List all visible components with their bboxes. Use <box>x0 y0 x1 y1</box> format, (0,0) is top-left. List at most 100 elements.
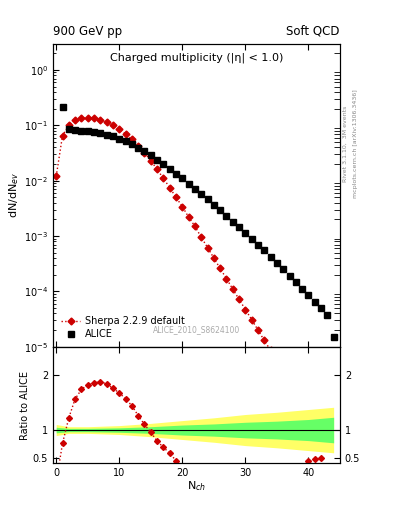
ALICE <box>73 127 77 133</box>
ALICE <box>243 229 248 236</box>
Y-axis label: dN/dN$_{ev}$: dN/dN$_{ev}$ <box>7 172 21 218</box>
Sherpa 2.2.9 default <box>66 122 71 129</box>
ALICE <box>117 136 121 142</box>
Sherpa 2.2.9 default <box>104 119 109 125</box>
Sherpa 2.2.9 default <box>294 388 298 394</box>
ALICE <box>294 279 298 285</box>
Sherpa 2.2.9 default <box>218 265 222 271</box>
Sherpa 2.2.9 default <box>199 234 204 240</box>
Sherpa 2.2.9 default <box>110 122 115 129</box>
Sherpa 2.2.9 default <box>155 166 160 173</box>
Sherpa 2.2.9 default <box>275 357 279 364</box>
Sherpa 2.2.9 default <box>149 158 153 164</box>
Sherpa 2.2.9 default <box>312 418 317 424</box>
Sherpa 2.2.9 default <box>60 133 65 139</box>
Sherpa 2.2.9 default <box>117 126 121 132</box>
Sherpa 2.2.9 default <box>205 244 210 250</box>
Sherpa 2.2.9 default <box>98 116 103 122</box>
ALICE <box>92 129 96 135</box>
ALICE <box>104 132 109 138</box>
Sherpa 2.2.9 default <box>193 223 197 229</box>
ALICE <box>218 207 222 214</box>
ALICE <box>312 298 317 305</box>
Sherpa 2.2.9 default <box>249 316 254 323</box>
ALICE <box>224 213 229 219</box>
Text: 900 GeV pp: 900 GeV pp <box>53 25 122 37</box>
Sherpa 2.2.9 default <box>262 337 266 344</box>
Line: Sherpa 2.2.9 default: Sherpa 2.2.9 default <box>54 115 330 468</box>
Sherpa 2.2.9 default <box>300 399 305 405</box>
Sherpa 2.2.9 default <box>230 286 235 292</box>
Sherpa 2.2.9 default <box>136 142 141 148</box>
Sherpa 2.2.9 default <box>161 175 166 181</box>
Sherpa 2.2.9 default <box>319 428 323 434</box>
Sherpa 2.2.9 default <box>306 408 311 414</box>
Sherpa 2.2.9 default <box>180 204 185 210</box>
ALICE <box>199 191 204 197</box>
Sherpa 2.2.9 default <box>79 115 84 121</box>
ALICE <box>193 186 197 192</box>
Text: ALICE_2010_S8624100: ALICE_2010_S8624100 <box>153 326 240 335</box>
ALICE <box>281 266 286 272</box>
ALICE <box>180 175 185 181</box>
Sherpa 2.2.9 default <box>54 173 59 179</box>
Sherpa 2.2.9 default <box>174 194 178 200</box>
ALICE <box>300 286 305 292</box>
ALICE <box>249 236 254 242</box>
Sherpa 2.2.9 default <box>281 368 286 374</box>
ALICE <box>136 145 141 151</box>
Sherpa 2.2.9 default <box>224 275 229 282</box>
ALICE <box>262 247 266 253</box>
ALICE <box>85 128 90 134</box>
ALICE <box>66 126 71 132</box>
ALICE <box>306 292 311 298</box>
ALICE <box>130 141 134 147</box>
Sherpa 2.2.9 default <box>243 307 248 313</box>
ALICE <box>123 138 128 144</box>
Line: ALICE: ALICE <box>59 104 337 340</box>
Text: Charged multiplicity (|η| < 1.0): Charged multiplicity (|η| < 1.0) <box>110 53 283 63</box>
Sherpa 2.2.9 default <box>92 115 96 121</box>
X-axis label: N$_{ch}$: N$_{ch}$ <box>187 480 206 494</box>
Text: mcplots.cern.ch [arXiv:1306.3436]: mcplots.cern.ch [arXiv:1306.3436] <box>353 89 358 198</box>
ALICE <box>79 127 84 134</box>
Sherpa 2.2.9 default <box>325 463 330 469</box>
ALICE <box>319 305 323 311</box>
Sherpa 2.2.9 default <box>237 296 241 303</box>
Sherpa 2.2.9 default <box>167 184 172 190</box>
Text: Soft QCD: Soft QCD <box>286 25 340 37</box>
ALICE <box>161 161 166 167</box>
Text: Rivet 3.1.10,  3M events: Rivet 3.1.10, 3M events <box>343 105 348 182</box>
ALICE <box>275 260 279 266</box>
ALICE <box>60 104 65 111</box>
ALICE <box>186 181 191 187</box>
ALICE <box>110 133 115 139</box>
ALICE <box>268 254 273 260</box>
ALICE <box>237 224 241 230</box>
ALICE <box>325 312 330 318</box>
Y-axis label: Ratio to ALICE: Ratio to ALICE <box>20 371 30 439</box>
Sherpa 2.2.9 default <box>142 150 147 156</box>
ALICE <box>98 130 103 136</box>
ALICE <box>174 172 178 178</box>
ALICE <box>142 148 147 154</box>
Sherpa 2.2.9 default <box>186 214 191 220</box>
ALICE <box>331 334 336 340</box>
Sherpa 2.2.9 default <box>268 347 273 353</box>
ALICE <box>149 152 153 158</box>
Sherpa 2.2.9 default <box>123 131 128 137</box>
ALICE <box>167 166 172 173</box>
Sherpa 2.2.9 default <box>287 378 292 384</box>
ALICE <box>155 157 160 163</box>
ALICE <box>211 202 216 208</box>
Sherpa 2.2.9 default <box>211 255 216 261</box>
Sherpa 2.2.9 default <box>255 327 260 333</box>
ALICE <box>205 196 210 202</box>
ALICE <box>230 219 235 225</box>
ALICE <box>255 242 260 248</box>
Sherpa 2.2.9 default <box>73 117 77 123</box>
Sherpa 2.2.9 default <box>130 136 134 142</box>
Sherpa 2.2.9 default <box>85 115 90 121</box>
ALICE <box>287 273 292 279</box>
Legend: Sherpa 2.2.9 default, ALICE: Sherpa 2.2.9 default, ALICE <box>58 313 188 342</box>
